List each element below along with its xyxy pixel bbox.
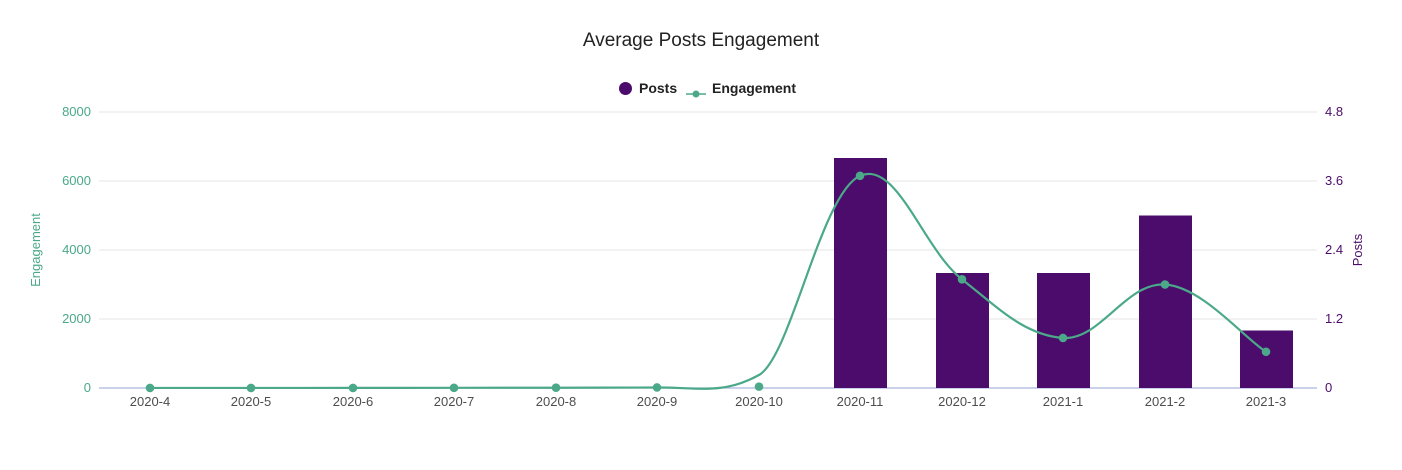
svg-text:2020-6: 2020-6: [333, 394, 373, 409]
svg-text:1.2: 1.2: [1325, 311, 1343, 326]
svg-text:2000: 2000: [62, 311, 91, 326]
svg-text:2020-4: 2020-4: [130, 394, 170, 409]
svg-text:2020-5: 2020-5: [231, 394, 271, 409]
svg-text:2020-11: 2020-11: [837, 394, 884, 409]
svg-text:2020-7: 2020-7: [434, 394, 474, 409]
svg-text:2021-3: 2021-3: [1246, 394, 1286, 409]
svg-text:2020-12: 2020-12: [938, 394, 986, 409]
svg-text:4.8: 4.8: [1325, 104, 1343, 119]
svg-text:Posts: Posts: [1350, 233, 1365, 266]
svg-text:2.4: 2.4: [1325, 242, 1343, 257]
svg-text:2020-9: 2020-9: [637, 394, 677, 409]
svg-text:0: 0: [84, 380, 91, 395]
svg-text:Engagement: Engagement: [28, 213, 43, 287]
svg-text:2021-2: 2021-2: [1145, 394, 1185, 409]
svg-text:8000: 8000: [62, 104, 91, 119]
svg-text:6000: 6000: [62, 173, 91, 188]
svg-text:0: 0: [1325, 380, 1332, 395]
svg-text:3.6: 3.6: [1325, 173, 1343, 188]
svg-text:2020-8: 2020-8: [536, 394, 576, 409]
svg-text:2021-1: 2021-1: [1043, 394, 1083, 409]
svg-text:2020-10: 2020-10: [735, 394, 783, 409]
svg-text:4000: 4000: [62, 242, 91, 257]
